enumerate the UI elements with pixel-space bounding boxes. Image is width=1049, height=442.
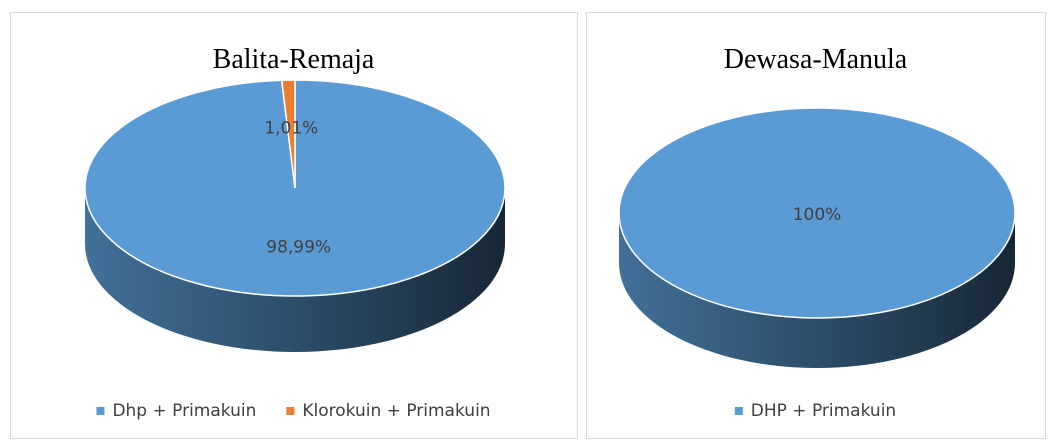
data-label: 1,01% bbox=[264, 119, 318, 139]
legend-label: Dhp + Primakuin bbox=[112, 401, 256, 421]
data-label: 100% bbox=[793, 205, 842, 225]
pie-side bbox=[619, 213, 1015, 368]
chart-title: Balita-Remaja bbox=[213, 44, 375, 75]
pie-side bbox=[85, 188, 505, 352]
pie-slice bbox=[280, 79, 296, 189]
legend-marker bbox=[734, 407, 743, 415]
legend-label: Klorokuin + Primakuin bbox=[302, 401, 490, 421]
legend-marker bbox=[286, 407, 295, 415]
pie-slice bbox=[618, 107, 1016, 319]
chart-title: Dewasa-Manula bbox=[724, 44, 908, 75]
data-label: 98,99% bbox=[266, 237, 331, 257]
legend-label: DHP + Primakuin bbox=[751, 401, 896, 421]
legend-marker bbox=[96, 407, 105, 415]
